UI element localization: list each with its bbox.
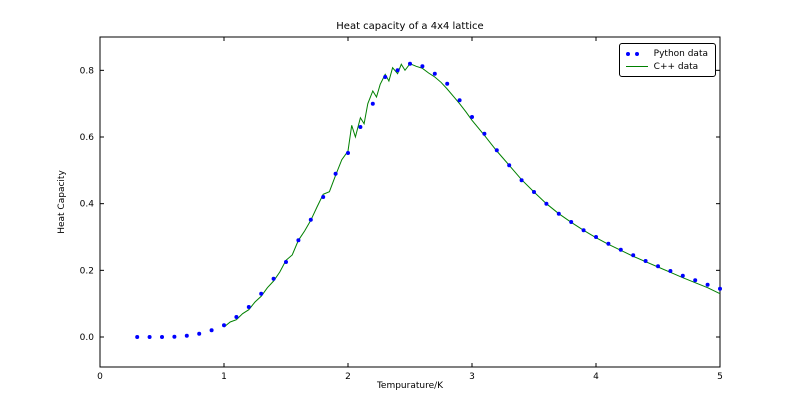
svg-text:2: 2	[345, 372, 351, 382]
svg-text:3: 3	[469, 372, 475, 382]
svg-text:1: 1	[221, 372, 227, 382]
chart-title: Heat capacity of a 4x4 lattice	[336, 21, 484, 32]
legend: Python data C++ data	[618, 43, 716, 77]
cpp-line-icon	[625, 66, 648, 67]
python-marker-icon	[625, 51, 648, 56]
legend-label-cpp: C++ data	[653, 61, 699, 72]
legend-entry-python: Python data	[625, 47, 708, 60]
svg-text:0.2: 0.2	[80, 266, 94, 276]
y-axis-label: Heat Capacity	[57, 170, 67, 234]
svg-text:0.4: 0.4	[80, 200, 95, 210]
legend-entry-cpp: C++ data	[625, 60, 708, 73]
svg-text:0.0: 0.0	[80, 333, 95, 343]
legend-label-python: Python data	[653, 48, 708, 59]
svg-text:5: 5	[717, 372, 723, 382]
x-axis-label: Tempurature/K	[376, 381, 444, 391]
svg-text:0.8: 0.8	[80, 66, 95, 76]
svg-text:0.6: 0.6	[80, 133, 95, 143]
svg-text:0: 0	[97, 372, 103, 382]
svg-text:4: 4	[593, 372, 599, 382]
